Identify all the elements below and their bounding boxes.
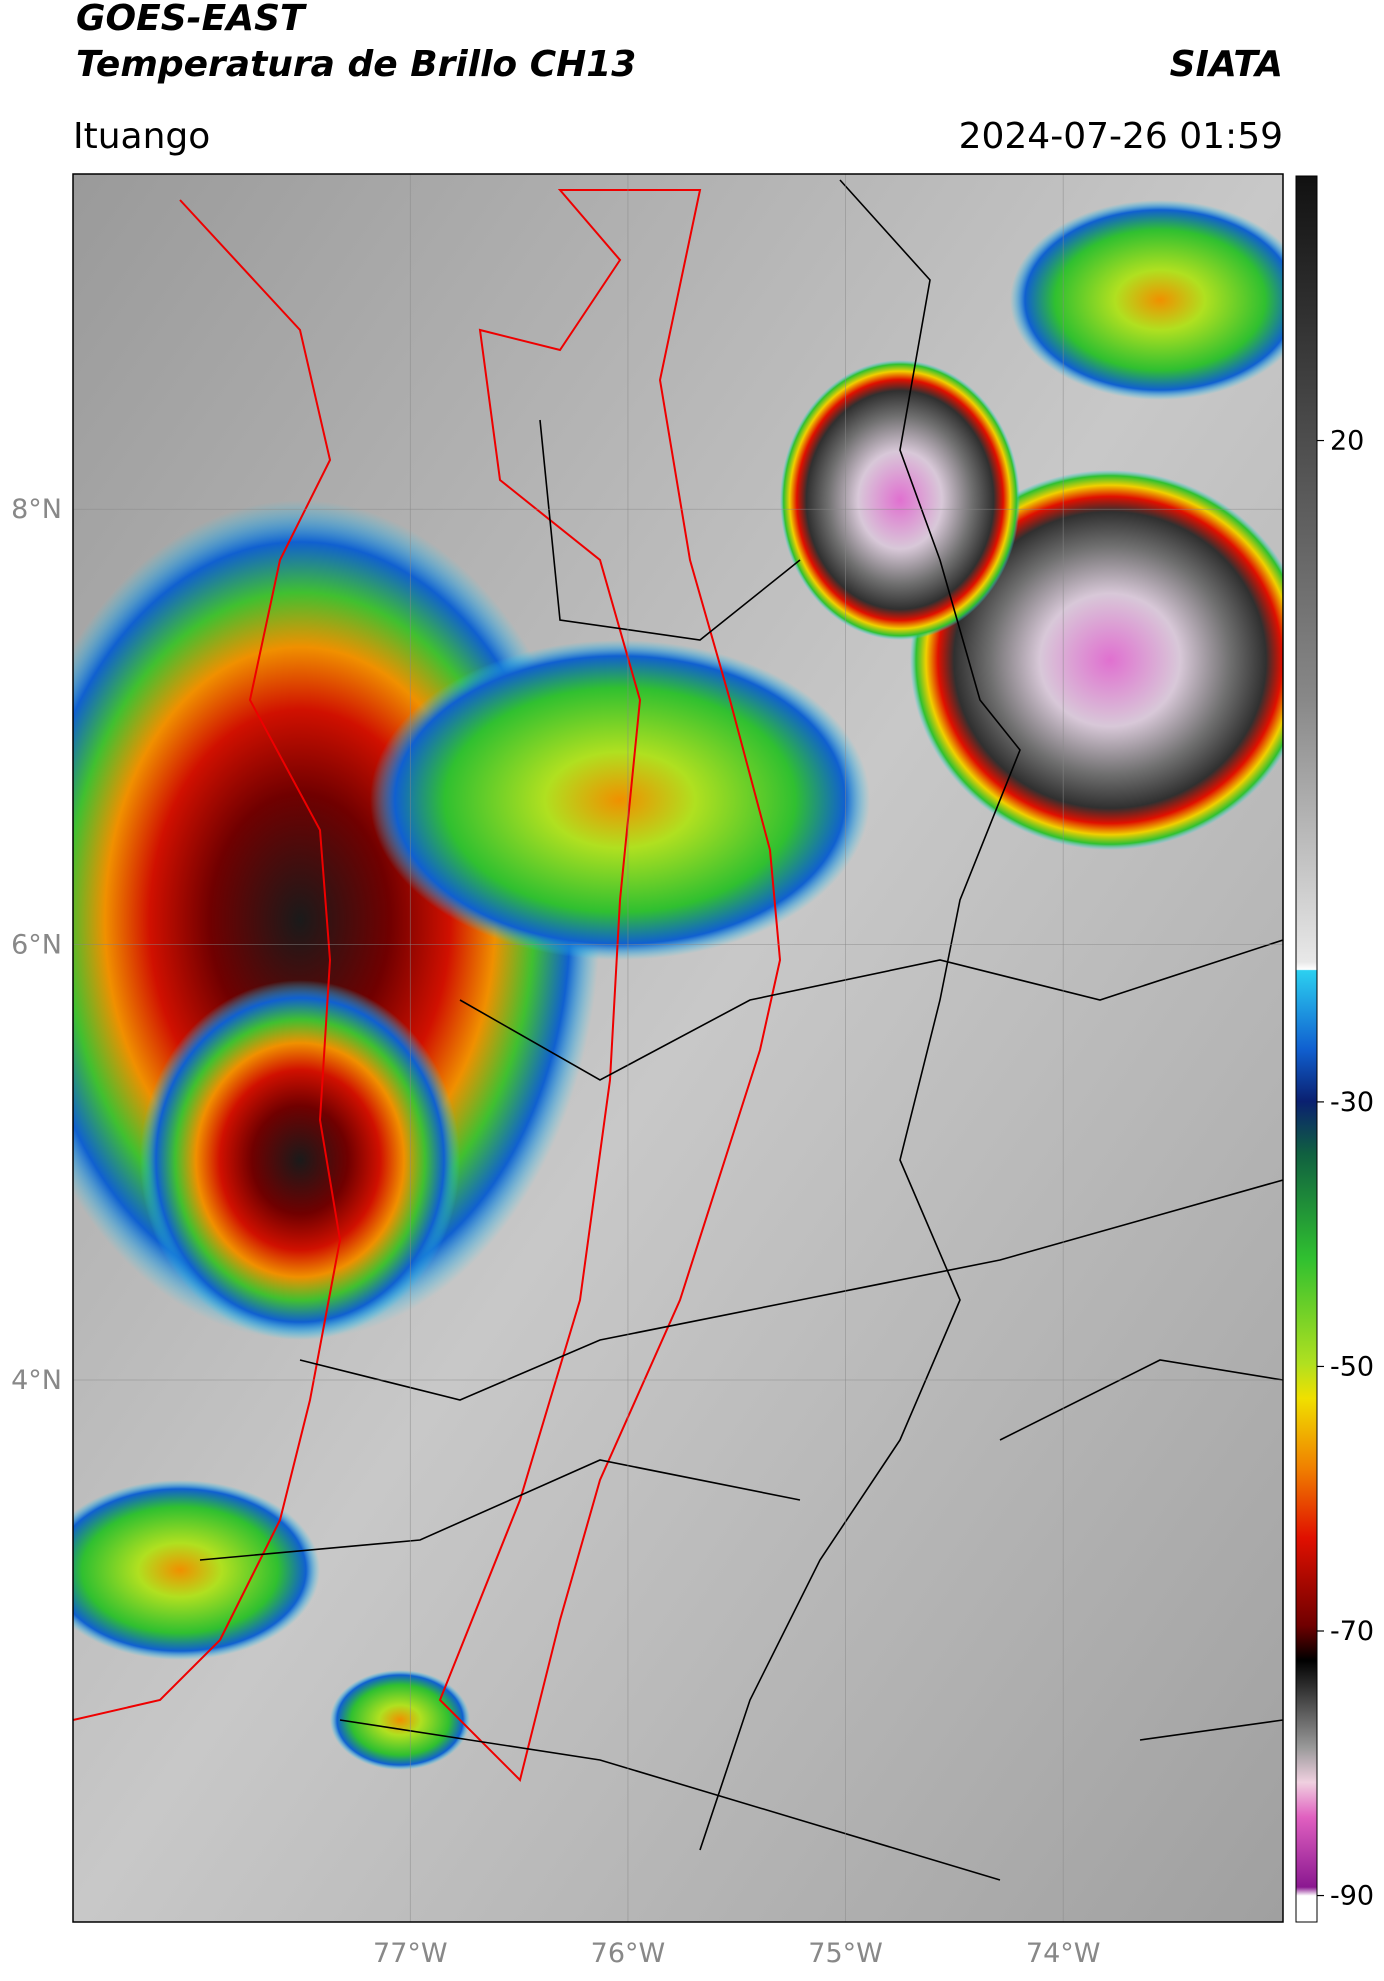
colorbar-tick-label: -70 bbox=[1330, 1616, 1374, 1647]
map-imagery bbox=[73, 174, 1283, 1922]
colorbar-tick-label: -30 bbox=[1330, 1087, 1374, 1118]
colorbar bbox=[1295, 175, 1318, 1923]
title: GOES-EAST bbox=[76, 0, 307, 39]
graticule bbox=[73, 174, 1283, 1922]
lon-tick-label: 75°W bbox=[808, 1938, 883, 1969]
location: Ituango bbox=[73, 116, 210, 157]
colorbar-tick-label: -50 bbox=[1330, 1351, 1374, 1382]
colorbar-tick-label: 20 bbox=[1330, 426, 1364, 457]
subtitle: Temperatura de Brillo CH13 bbox=[76, 44, 636, 85]
lon-tick-label: 77°W bbox=[373, 1938, 448, 1969]
brand: SIATA bbox=[1170, 44, 1283, 85]
datetime: 2024-07-26 01:59 bbox=[959, 116, 1283, 157]
map-frame bbox=[72, 173, 1284, 1923]
lat-tick-label: 4°N bbox=[11, 1365, 62, 1396]
lat-tick-label: 6°N bbox=[11, 930, 62, 961]
lat-tick-label: 8°N bbox=[11, 494, 62, 525]
lon-tick-label: 74°W bbox=[1026, 1938, 1101, 1969]
lon-tick-label: 76°W bbox=[591, 1938, 666, 1969]
colorbar-tick-label: -90 bbox=[1330, 1881, 1374, 1912]
